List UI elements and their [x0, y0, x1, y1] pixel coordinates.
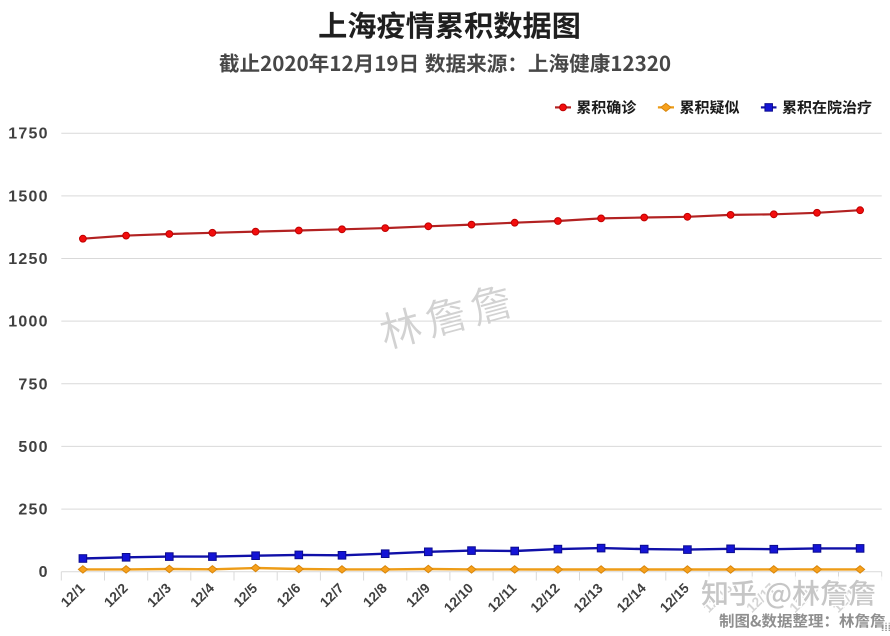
svg-text:1750: 1750 [8, 126, 48, 143]
svg-text:0: 0 [39, 564, 49, 581]
svg-text:1250: 1250 [8, 251, 48, 268]
svg-text:250: 250 [18, 502, 48, 519]
svg-text:1000: 1000 [8, 314, 48, 331]
svg-text:1500: 1500 [8, 188, 48, 205]
svg-text:750: 750 [18, 376, 48, 393]
svg-text:500: 500 [18, 439, 48, 456]
